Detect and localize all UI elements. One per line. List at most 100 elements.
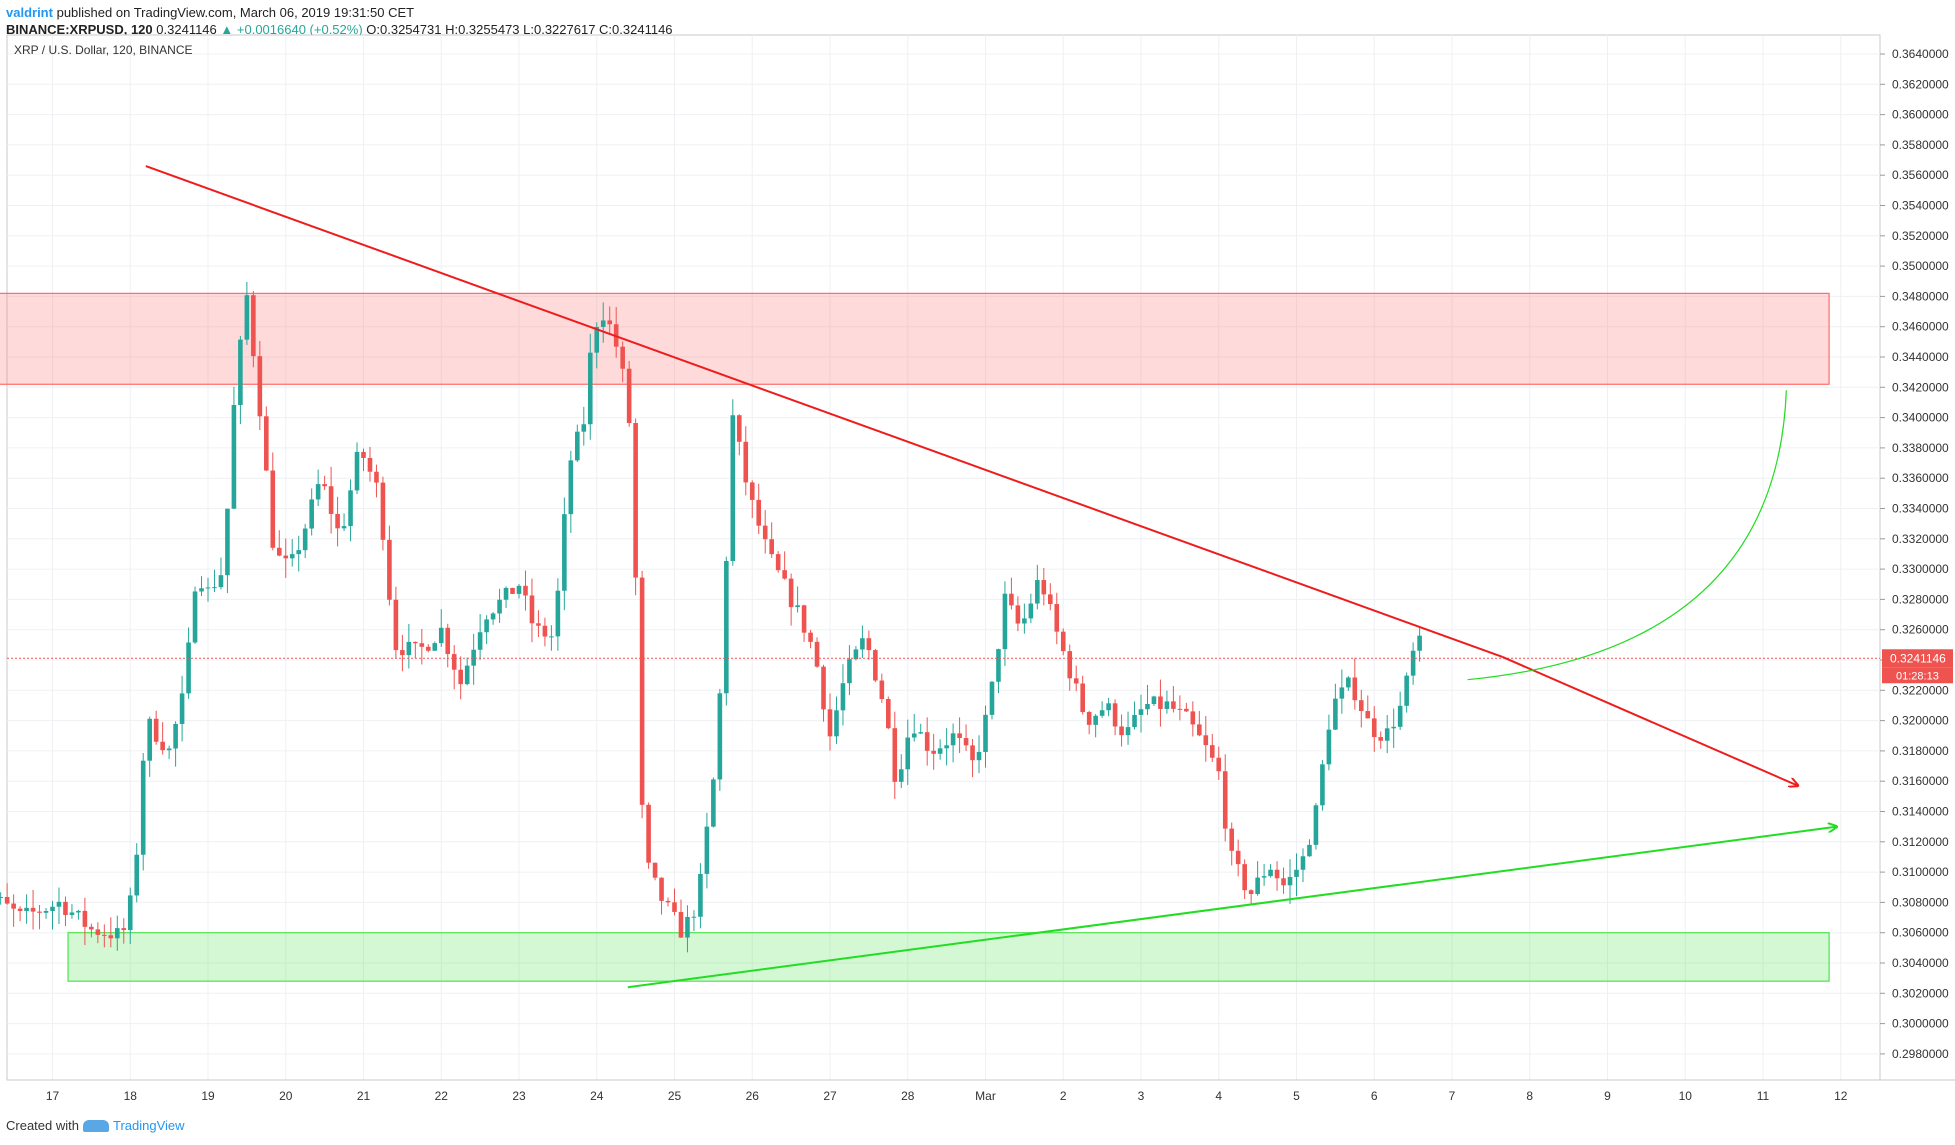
- author-link[interactable]: valdrint: [6, 5, 53, 20]
- candle[interactable]: [464, 657, 470, 686]
- candle[interactable]: [218, 557, 224, 590]
- candle[interactable]: [834, 696, 839, 744]
- candle[interactable]: [1047, 583, 1053, 611]
- candle[interactable]: [639, 570, 645, 819]
- candle[interactable]: [827, 693, 833, 751]
- candle[interactable]: [1248, 889, 1254, 906]
- candle[interactable]: [840, 664, 846, 726]
- candle[interactable]: [665, 897, 671, 907]
- candle[interactable]: [523, 570, 528, 611]
- candle[interactable]: [1086, 710, 1092, 735]
- candle[interactable]: [587, 333, 593, 440]
- candle[interactable]: [562, 497, 567, 611]
- candle[interactable]: [788, 573, 794, 626]
- candle[interactable]: [1132, 701, 1137, 730]
- candle[interactable]: [1417, 626, 1422, 662]
- candle[interactable]: [944, 727, 949, 766]
- candle[interactable]: [1281, 867, 1286, 894]
- candle[interactable]: [1054, 592, 1060, 645]
- candle[interactable]: [1397, 691, 1403, 730]
- candle[interactable]: [898, 754, 904, 789]
- candle[interactable]: [1235, 839, 1241, 877]
- candle[interactable]: [873, 648, 878, 683]
- candle[interactable]: [477, 614, 483, 660]
- candle[interactable]: [600, 302, 606, 343]
- candle[interactable]: [1190, 701, 1196, 737]
- candle[interactable]: [30, 889, 36, 930]
- candle[interactable]: [717, 688, 723, 791]
- candle[interactable]: [114, 915, 120, 951]
- candle[interactable]: [575, 424, 580, 462]
- candle[interactable]: [328, 466, 334, 534]
- candle[interactable]: [205, 577, 211, 602]
- candle[interactable]: [309, 488, 314, 536]
- candle[interactable]: [1378, 731, 1384, 749]
- candle[interactable]: [1041, 567, 1047, 606]
- candle[interactable]: [43, 907, 49, 919]
- candle[interactable]: [1287, 859, 1293, 904]
- candle[interactable]: [924, 717, 930, 766]
- candle[interactable]: [542, 617, 548, 647]
- candle[interactable]: [503, 586, 509, 608]
- candle[interactable]: [659, 877, 664, 915]
- candle[interactable]: [749, 480, 755, 519]
- candle[interactable]: [905, 719, 911, 785]
- candle[interactable]: [672, 888, 677, 916]
- candle[interactable]: [911, 713, 917, 742]
- candle[interactable]: [976, 735, 982, 774]
- candle[interactable]: [1203, 715, 1209, 762]
- candle[interactable]: [192, 586, 198, 644]
- candle[interactable]: [1391, 708, 1396, 748]
- candle[interactable]: [393, 586, 399, 659]
- candle[interactable]: [1145, 684, 1150, 715]
- candle[interactable]: [847, 645, 852, 696]
- candle[interactable]: [989, 680, 995, 720]
- candle[interactable]: [1171, 686, 1176, 713]
- candle[interactable]: [516, 584, 522, 599]
- candle[interactable]: [1326, 714, 1332, 771]
- price-chart[interactable]: 0.3640000 0.3620000 0.3600000 0.3580000 0.35…: [0, 0, 1955, 1110]
- candle[interactable]: [950, 723, 956, 763]
- candle[interactable]: [1112, 699, 1118, 736]
- candle[interactable]: [1138, 694, 1144, 733]
- candle[interactable]: [510, 587, 515, 595]
- candle[interactable]: [1268, 864, 1273, 878]
- candle[interactable]: [458, 656, 463, 700]
- candle[interactable]: [419, 628, 425, 665]
- candle[interactable]: [56, 887, 62, 925]
- candle[interactable]: [775, 551, 781, 573]
- candle[interactable]: [50, 900, 55, 930]
- candle[interactable]: [354, 442, 360, 495]
- candle[interactable]: [607, 306, 613, 335]
- candle[interactable]: [1158, 679, 1163, 727]
- candle[interactable]: [1080, 675, 1085, 715]
- candle[interactable]: [536, 610, 541, 638]
- candle[interactable]: [24, 894, 29, 924]
- candle[interactable]: [95, 922, 101, 944]
- candle[interactable]: [1009, 577, 1014, 610]
- candle[interactable]: [1093, 713, 1098, 738]
- candle[interactable]: [471, 633, 476, 685]
- candle[interactable]: [801, 604, 807, 642]
- candle[interactable]: [957, 717, 962, 753]
- candle[interactable]: [1067, 644, 1073, 691]
- candle[interactable]: [730, 399, 736, 566]
- candle[interactable]: [814, 637, 820, 668]
- time-axis[interactable]: 17 18 19 20 21 22 23 24 25 26 27 28 Mar 2 3 4 5 6 7 8 9 10 11 1…: [46, 1089, 1848, 1103]
- candle[interactable]: [406, 624, 412, 669]
- candle[interactable]: [549, 625, 554, 651]
- candle[interactable]: [102, 924, 107, 948]
- candle[interactable]: [736, 414, 742, 456]
- candle[interactable]: [212, 569, 217, 593]
- candle[interactable]: [1339, 669, 1345, 714]
- candle[interactable]: [970, 738, 975, 778]
- candle[interactable]: [1300, 848, 1306, 883]
- candle[interactable]: [678, 899, 684, 938]
- candle[interactable]: [879, 673, 885, 703]
- candle[interactable]: [432, 641, 438, 651]
- candle[interactable]: [238, 335, 243, 425]
- candle[interactable]: [1320, 759, 1325, 811]
- candle[interactable]: [1410, 642, 1416, 685]
- candle[interactable]: [652, 862, 658, 881]
- candle[interactable]: [76, 909, 81, 920]
